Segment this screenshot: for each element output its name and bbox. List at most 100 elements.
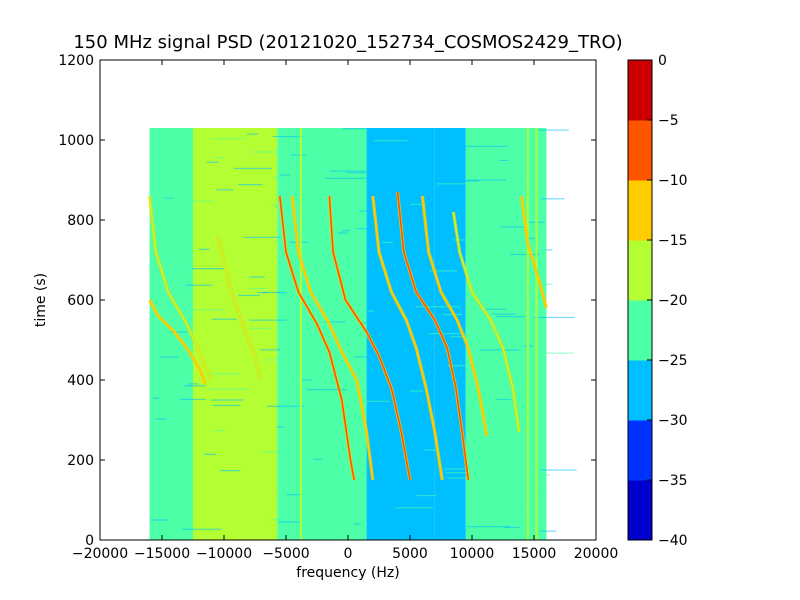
noise-streak	[304, 396, 341, 398]
noise-streak	[164, 197, 174, 199]
noise-streak	[272, 135, 304, 138]
noise-streak	[210, 399, 244, 401]
noise-streak	[329, 170, 366, 172]
noise-streak	[415, 306, 461, 308]
noise-streak	[374, 221, 405, 223]
x-tick-label: −20000	[72, 546, 128, 562]
doppler-trace	[328, 195, 411, 481]
colorbar-segment	[628, 180, 652, 241]
noise-streak	[367, 300, 401, 302]
noise-streak	[356, 227, 386, 230]
x-tick-label: 15000	[512, 546, 557, 562]
x-axis-label: frequency (Hz)	[296, 565, 399, 581]
noise-streak	[482, 308, 507, 311]
colorbar-segment	[628, 420, 652, 481]
noise-streak	[185, 284, 213, 286]
noise-streak	[280, 353, 293, 355]
colorbar-tick-label: −5	[658, 113, 679, 129]
doppler-trace	[520, 195, 548, 309]
noise-streak	[220, 470, 241, 472]
noise-streak	[296, 387, 315, 389]
colorbar-tick-label: −35	[658, 473, 688, 489]
noise-streak	[276, 426, 284, 428]
background-band	[193, 128, 278, 540]
noise-streak	[289, 149, 310, 151]
noise-streak	[278, 521, 303, 523]
y-axis: 0 200 400 600 800 1000 1200	[58, 53, 596, 549]
colorbar-tick-label: −40	[658, 533, 688, 549]
noise-streak	[464, 179, 507, 181]
noise-streak	[528, 474, 551, 476]
doppler-trace	[396, 191, 470, 481]
noise-streak	[286, 493, 303, 496]
noise-streak	[496, 398, 512, 401]
noise-streak	[358, 210, 378, 212]
doppler-trace	[217, 235, 262, 381]
noise-streak	[266, 405, 305, 407]
noise-streak	[545, 249, 553, 251]
x-tick-label: 0	[344, 546, 353, 562]
noise-streak	[324, 369, 335, 371]
noise-streak	[257, 291, 287, 294]
noise-streak	[313, 485, 336, 487]
noise-streak	[191, 268, 225, 270]
noise-streak	[151, 531, 162, 533]
noise-streak	[289, 241, 309, 243]
noise-streak	[179, 309, 225, 311]
colorbar-segment	[628, 480, 652, 541]
noise-streak	[526, 227, 542, 229]
noise-streak	[462, 145, 508, 147]
noise-streak	[159, 356, 179, 358]
colorbar-tick-label: −30	[658, 413, 688, 429]
noise-streak	[444, 468, 472, 470]
noise-streak	[495, 315, 526, 318]
noise-streak	[342, 128, 368, 130]
noise-streak	[290, 154, 306, 156]
noise-streak	[484, 177, 524, 179]
noise-streak	[182, 528, 222, 530]
noise-streak	[203, 453, 217, 455]
x-tick-label: −15000	[134, 546, 190, 562]
doppler-trace	[148, 299, 207, 385]
colorbar-segment	[628, 300, 652, 361]
noise-streak	[170, 331, 188, 333]
noise-streak	[324, 321, 346, 323]
y-tick-label: 1200	[58, 53, 94, 69]
noise-streak	[427, 304, 465, 306]
noise-streak	[438, 180, 479, 182]
noise-streak	[533, 316, 575, 319]
noise-streak	[306, 389, 347, 391]
plot-area	[148, 128, 577, 540]
noise-streak	[299, 309, 327, 311]
noise-streak	[150, 403, 165, 405]
noise-streak	[325, 334, 368, 337]
noise-streak	[515, 283, 552, 285]
noise-streak	[362, 322, 396, 324]
noise-streak	[302, 379, 312, 381]
noise-streak	[260, 451, 293, 453]
noise-streak	[320, 381, 346, 383]
y-tick-label: 200	[67, 453, 94, 469]
noise-streak	[352, 263, 362, 265]
noise-streak	[524, 221, 545, 223]
noise-streak	[367, 310, 375, 312]
noise-streak	[504, 526, 520, 529]
noise-streak	[279, 174, 290, 176]
x-tick-label: −10000	[196, 546, 252, 562]
noise-streak	[266, 359, 306, 361]
noise-streak	[466, 525, 510, 528]
doppler-trace	[421, 195, 488, 437]
noise-streak	[346, 172, 370, 174]
noise-streak	[373, 140, 408, 142]
doppler-trace	[148, 195, 213, 381]
noise-streak	[313, 147, 347, 149]
colorbar: −40 −35 −30 −25 −20 −15 −10 −5 0	[627, 53, 688, 549]
noise-streak	[473, 256, 499, 258]
noise-streak	[243, 236, 280, 238]
noise-streak	[369, 315, 412, 318]
noise-streak	[270, 519, 312, 521]
noise-streak	[453, 239, 495, 241]
noise-streak	[233, 167, 272, 170]
noise-streak	[391, 524, 411, 526]
